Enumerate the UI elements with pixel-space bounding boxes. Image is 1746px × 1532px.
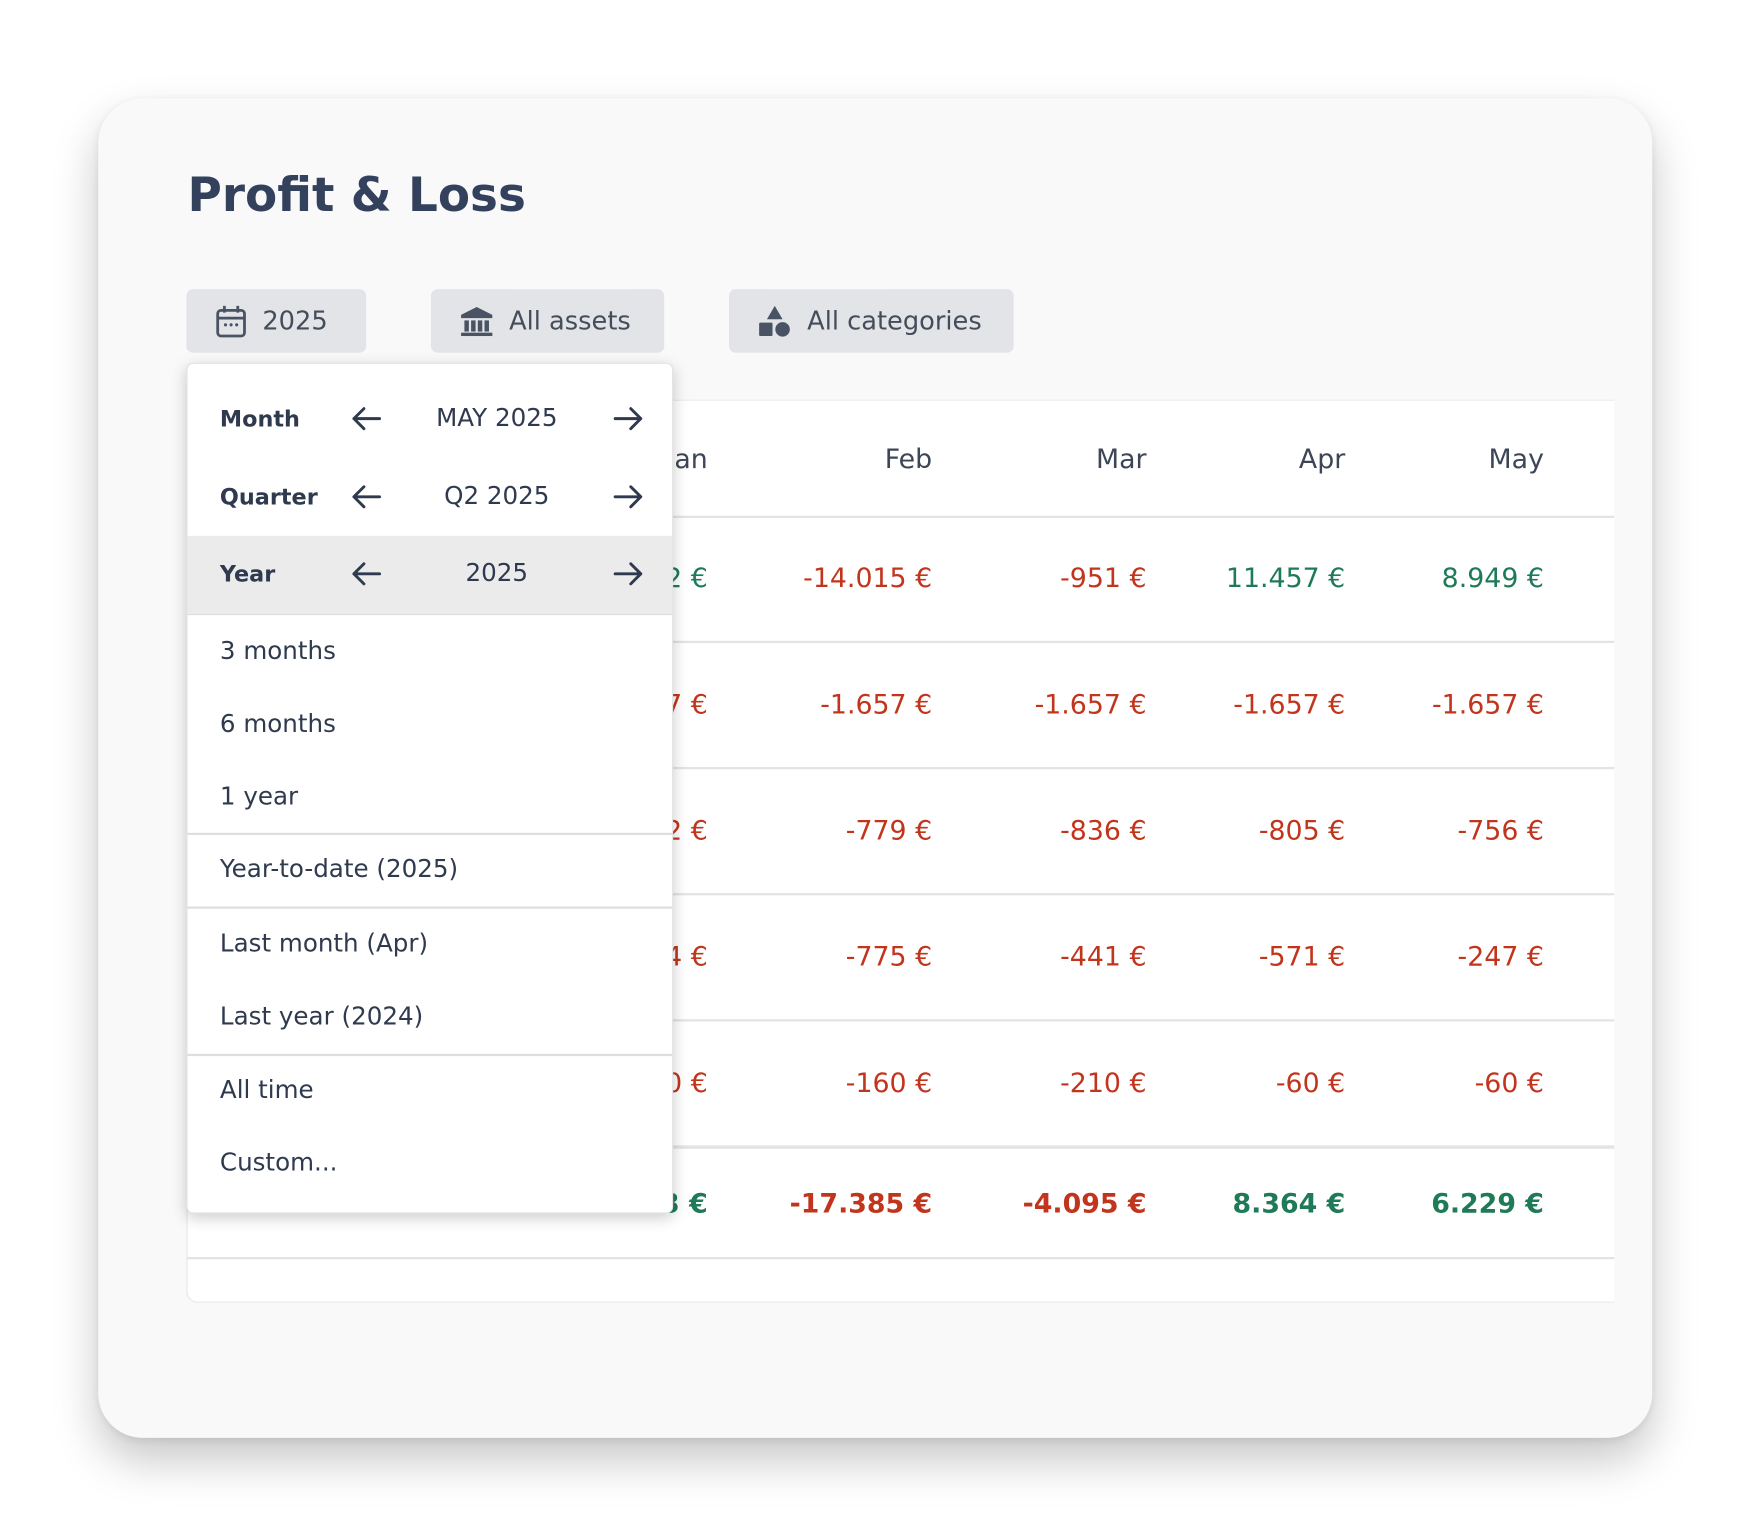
icon: [758, 304, 791, 337]
icon: [460, 305, 493, 336]
row-divider: [187, 640, 1615, 644]
stepper-label: Year: [219, 560, 276, 588]
filter-button[interactable]: All categories: [728, 289, 1014, 353]
filter-label: All categories: [807, 306, 982, 336]
amount-cell: -60 €: [1474, 1067, 1544, 1099]
total-cell: -17.385 €: [789, 1187, 933, 1220]
amount-cell: -951 €: [1060, 562, 1147, 594]
amount-cell: -210 €: [1060, 1067, 1147, 1099]
menu-divider: [187, 614, 673, 616]
amount-cell: -805 €: [1258, 814, 1346, 847]
amount-cell: -441 €: [1060, 941, 1147, 973]
stepper-value: MAY 2025: [436, 404, 558, 433]
page-title: Profit & Loss: [187, 167, 526, 223]
menu-item[interactable]: Last year (2024): [219, 1003, 424, 1031]
stepper-value: 2025: [465, 559, 529, 588]
total-cell: 6.229 €: [1431, 1187, 1544, 1220]
period-menu: Month MAY 2025 Quarter Q2 2025 Year 2025 3 mon…: [186, 362, 674, 1214]
amount-cell: -836 €: [1060, 814, 1147, 847]
menu-item[interactable]: 3 months: [219, 638, 336, 666]
total-cell: -4.095 €: [1022, 1187, 1147, 1220]
row-divider: [187, 515, 1615, 518]
column-header: Feb: [884, 443, 933, 475]
menu-item[interactable]: 6 months: [219, 710, 336, 739]
amount-cell: -1.657 €: [1432, 688, 1544, 721]
menu-item[interactable]: All time: [219, 1076, 314, 1105]
menu-divider: [187, 906, 673, 909]
menu-item[interactable]: Custom...: [219, 1149, 338, 1178]
menu-item[interactable]: Last month (Apr): [219, 930, 429, 959]
next-button[interactable]: [613, 483, 644, 514]
row-divider: [187, 1019, 1615, 1022]
next-button[interactable]: [613, 560, 644, 591]
menu-divider: [187, 832, 673, 836]
row-divider: [187, 1145, 1615, 1149]
amount-cell: -775 €: [845, 941, 933, 973]
amount-cell: -571 €: [1258, 941, 1346, 973]
filter-button[interactable]: All assets: [430, 289, 665, 353]
filter-label: 2025: [262, 306, 328, 336]
amount-cell: -1.657 €: [1034, 688, 1147, 721]
prev-button[interactable]: [351, 483, 382, 514]
next-button[interactable]: [613, 405, 644, 436]
filter-button[interactable]: 2025: [186, 289, 367, 353]
stepper-label: Month: [219, 405, 300, 433]
row-divider: [187, 1257, 1615, 1260]
amount-cell: -779 €: [845, 814, 933, 847]
prev-button[interactable]: [351, 560, 382, 591]
row-divider: [187, 893, 1615, 896]
amount-cell: -14.015 €: [803, 562, 933, 594]
prev-button[interactable]: [351, 405, 382, 436]
icon: [215, 304, 246, 337]
amount-cell: -1.657 €: [820, 688, 933, 721]
column-header: Apr: [1298, 443, 1346, 475]
menu-divider: [187, 1053, 673, 1057]
column-header: May: [1488, 443, 1544, 475]
amount-cell: -756 €: [1457, 814, 1544, 847]
stepper-label: Quarter: [219, 483, 318, 511]
amount-cell: -1.657 €: [1233, 688, 1346, 721]
menu-item[interactable]: Year-to-date (2025): [219, 855, 459, 884]
column-header: Jan: [666, 443, 708, 475]
total-cell: 8.364 €: [1232, 1187, 1346, 1220]
amount-cell: 8.949 €: [1441, 562, 1544, 594]
amount-cell: -160 €: [845, 1067, 933, 1099]
column-header: Mar: [1095, 443, 1147, 475]
row-divider: [187, 766, 1615, 770]
selected-row-bg: [187, 535, 673, 615]
amount-cell: -247 €: [1457, 941, 1544, 973]
filter-label: All assets: [509, 306, 631, 336]
amount-cell: -60 €: [1275, 1067, 1346, 1099]
menu-item[interactable]: 1 year: [219, 783, 299, 812]
amount-cell: 11.457 €: [1225, 562, 1346, 594]
stepper-value: Q2 2025: [444, 482, 550, 511]
